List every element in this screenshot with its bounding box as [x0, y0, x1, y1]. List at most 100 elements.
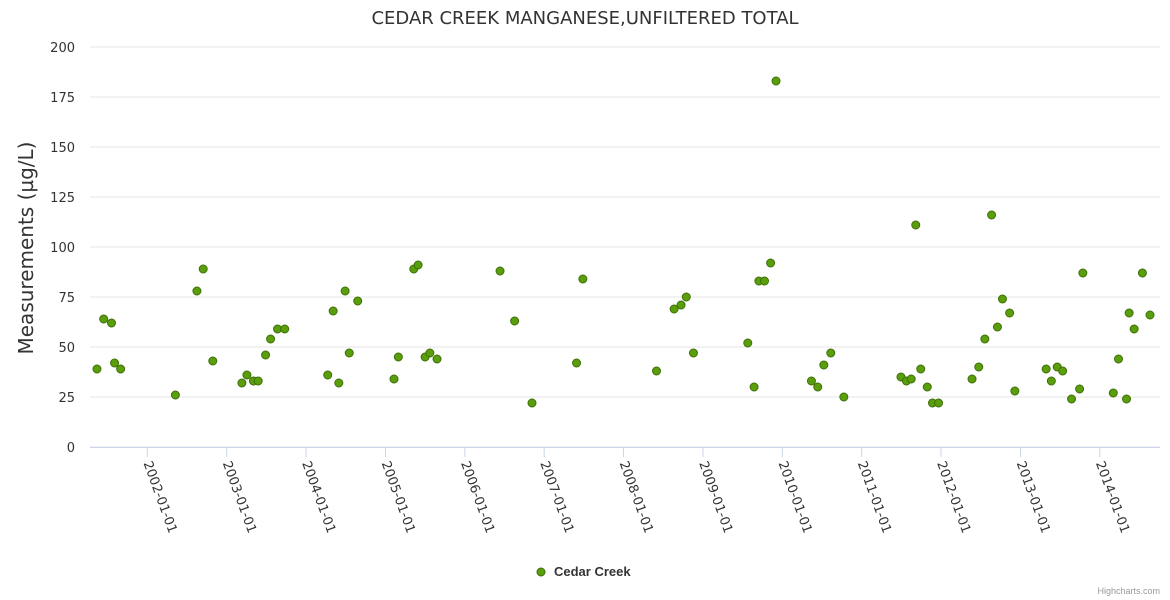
data-point[interactable]: [1129, 324, 1139, 334]
x-axis-ticks: 2002-01-01 2003-01-01 2004-01-01 2005-01-01…: [140, 447, 1132, 535]
data-point[interactable]: [198, 264, 208, 274]
data-point[interactable]: [1005, 308, 1015, 318]
y-tick-label: 100: [50, 241, 75, 256]
data-point[interactable]: [652, 366, 662, 376]
data-point[interactable]: [906, 374, 916, 384]
data-point[interactable]: [997, 294, 1007, 304]
data-point[interactable]: [1124, 308, 1134, 318]
data-point[interactable]: [1075, 384, 1085, 394]
y-tick-label: 200: [50, 41, 75, 56]
data-point[interactable]: [1137, 268, 1147, 278]
data-point[interactable]: [389, 374, 399, 384]
data-point[interactable]: [425, 348, 435, 358]
data-point[interactable]: [806, 376, 816, 386]
credits-link[interactable]: Highcharts.com: [1097, 586, 1160, 596]
data-point[interactable]: [237, 378, 247, 388]
data-point[interactable]: [242, 370, 252, 380]
data-point[interactable]: [826, 348, 836, 358]
data-point[interactable]: [676, 300, 686, 310]
x-tick-label: 2007-01-01: [536, 459, 576, 535]
data-point[interactable]: [922, 382, 932, 392]
data-point[interactable]: [987, 210, 997, 220]
x-tick-label: 2002-01-01: [140, 459, 180, 535]
data-point[interactable]: [334, 378, 344, 388]
data-point[interactable]: [432, 354, 442, 364]
series-cedar-creek: [92, 76, 1155, 408]
data-point[interactable]: [1108, 388, 1118, 398]
x-tick-label: 2009-01-01: [695, 459, 735, 535]
data-point[interactable]: [92, 364, 102, 374]
data-point[interactable]: [980, 334, 990, 344]
data-point[interactable]: [1122, 394, 1132, 404]
x-tick-label: 2012-01-01: [933, 459, 973, 535]
data-point[interactable]: [911, 220, 921, 230]
data-point[interactable]: [1046, 376, 1056, 386]
data-point[interactable]: [340, 286, 350, 296]
data-point[interactable]: [1067, 394, 1077, 404]
data-point[interactable]: [1010, 386, 1020, 396]
data-point[interactable]: [192, 286, 202, 296]
data-point[interactable]: [110, 358, 120, 368]
data-point[interactable]: [413, 260, 423, 270]
data-point[interactable]: [688, 348, 698, 358]
y-tick-label: 50: [58, 341, 75, 356]
data-point[interactable]: [934, 398, 944, 408]
data-point[interactable]: [839, 392, 849, 402]
data-point[interactable]: [749, 382, 759, 392]
data-point[interactable]: [681, 292, 691, 302]
data-point[interactable]: [813, 382, 823, 392]
legend[interactable]: Cedar Creek: [536, 564, 631, 579]
data-point[interactable]: [669, 304, 679, 314]
x-tick-label: 2013-01-01: [1013, 459, 1053, 535]
legend-item-cedar-creek[interactable]: Cedar Creek: [554, 564, 631, 579]
data-point[interactable]: [510, 316, 520, 326]
y-axis-label: Measurements (µg/L): [14, 142, 38, 355]
data-point[interactable]: [495, 266, 505, 276]
data-point[interactable]: [323, 370, 333, 380]
y-tick-label: 150: [50, 141, 75, 156]
data-point[interactable]: [1041, 364, 1051, 374]
data-point[interactable]: [107, 318, 117, 328]
data-point[interactable]: [992, 322, 1002, 332]
data-point[interactable]: [916, 364, 926, 374]
data-point[interactable]: [1078, 268, 1088, 278]
x-tick-label: 2014-01-01: [1092, 459, 1132, 535]
data-point[interactable]: [766, 258, 776, 268]
y-tick-label: 0: [67, 441, 75, 456]
data-point[interactable]: [170, 390, 180, 400]
data-point[interactable]: [99, 314, 109, 324]
data-point[interactable]: [116, 364, 126, 374]
data-point[interactable]: [578, 274, 588, 284]
data-point[interactable]: [353, 296, 363, 306]
y-tick-label: 75: [58, 291, 75, 306]
data-point[interactable]: [328, 306, 338, 316]
grid-lines: [90, 46, 1160, 448]
data-point[interactable]: [393, 352, 403, 362]
y-tick-label: 25: [58, 391, 75, 406]
data-point[interactable]: [819, 360, 829, 370]
data-point[interactable]: [1145, 310, 1155, 320]
data-point[interactable]: [572, 358, 582, 368]
x-tick-label: 2005-01-01: [378, 459, 418, 535]
data-point[interactable]: [266, 334, 276, 344]
data-point[interactable]: [967, 374, 977, 384]
data-point[interactable]: [527, 398, 537, 408]
data-point[interactable]: [1113, 354, 1123, 364]
data-point[interactable]: [974, 362, 984, 372]
y-tick-label: 175: [50, 91, 75, 106]
legend-symbol: [536, 567, 546, 577]
x-tick-label: 2004-01-01: [298, 459, 338, 535]
data-point[interactable]: [280, 324, 290, 334]
data-point[interactable]: [760, 276, 770, 286]
y-axis-ticks: 0 25 50 75 100 125 150 175 200: [50, 41, 75, 456]
data-point[interactable]: [253, 376, 263, 386]
chart-title: CEDAR CREEK MANGANESE,UNFILTERED TOTAL: [371, 8, 798, 29]
x-tick-label: 2006-01-01: [457, 459, 497, 535]
data-point[interactable]: [1058, 366, 1068, 376]
data-point[interactable]: [771, 76, 781, 86]
data-point[interactable]: [344, 348, 354, 358]
x-tick-label: 2003-01-01: [219, 459, 259, 535]
data-point[interactable]: [261, 350, 271, 360]
data-point[interactable]: [743, 338, 753, 348]
data-point[interactable]: [208, 356, 218, 366]
